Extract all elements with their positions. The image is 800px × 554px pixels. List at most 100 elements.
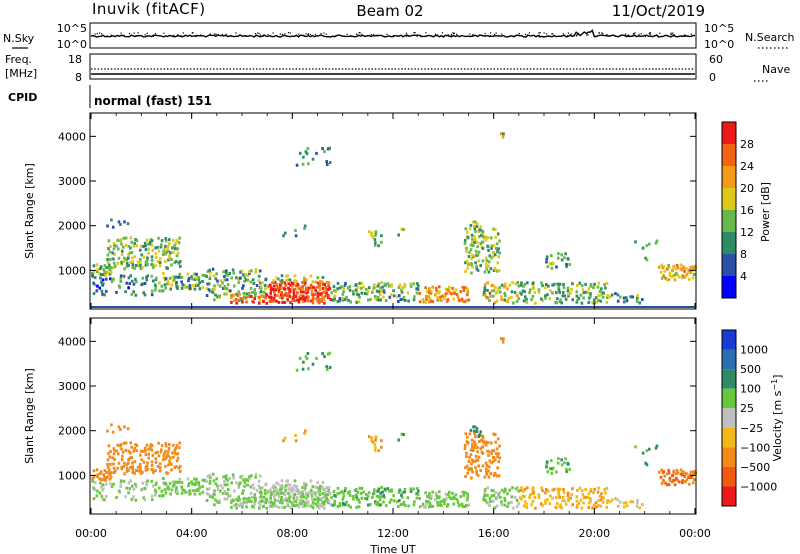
power-cell bbox=[316, 285, 319, 289]
power-cell bbox=[216, 279, 219, 283]
velocity-cell bbox=[488, 504, 491, 507]
velocity-cell bbox=[112, 466, 116, 470]
velocity-cell bbox=[164, 482, 168, 486]
velocity-cell bbox=[412, 503, 416, 507]
power-cell bbox=[171, 238, 175, 242]
velocity-cell bbox=[456, 500, 460, 504]
power-cell bbox=[226, 283, 230, 287]
velocity-cell bbox=[92, 486, 95, 490]
power-cell bbox=[299, 293, 302, 297]
velocity-cell bbox=[316, 504, 319, 508]
power-cell bbox=[448, 290, 451, 294]
velocity-cell bbox=[451, 491, 454, 495]
power-cell bbox=[133, 266, 136, 270]
power-cell bbox=[242, 295, 246, 299]
velocity-cell bbox=[343, 489, 347, 492]
nsearch-point bbox=[281, 33, 283, 36]
velocity-cell bbox=[208, 494, 212, 498]
velocity-cell bbox=[145, 464, 149, 468]
velocity-cell bbox=[175, 444, 179, 448]
nsearch-point bbox=[626, 35, 628, 37]
nave-tick-bottom: 0 bbox=[709, 71, 716, 84]
power-cell bbox=[691, 276, 695, 280]
power-cell bbox=[446, 298, 450, 302]
velocity-cell bbox=[95, 468, 99, 472]
power-cell bbox=[371, 235, 375, 239]
power-cell bbox=[305, 286, 308, 290]
power-cell bbox=[424, 286, 427, 290]
velocity-cell bbox=[467, 460, 471, 463]
power-cell bbox=[528, 291, 531, 295]
power-cell bbox=[360, 281, 364, 285]
velocity-cell bbox=[466, 435, 469, 439]
velocity-cell bbox=[304, 355, 308, 359]
nsearch-point bbox=[383, 35, 385, 37]
velocity-cell bbox=[223, 497, 226, 501]
power-colorbar-segment bbox=[722, 254, 736, 276]
velocity-cell bbox=[189, 492, 192, 496]
power-cell bbox=[101, 278, 105, 282]
velocity-cell bbox=[490, 461, 493, 465]
velocity-cell bbox=[398, 499, 401, 503]
nsearch-point bbox=[673, 34, 675, 36]
power-cell bbox=[398, 283, 402, 287]
power-cell bbox=[313, 293, 317, 296]
velocity-cell bbox=[109, 475, 113, 479]
velocity-cell bbox=[545, 460, 549, 464]
power-cell bbox=[170, 263, 173, 267]
velocity-cell bbox=[355, 505, 358, 509]
velocity-cell bbox=[380, 485, 383, 489]
power-cell bbox=[558, 290, 561, 294]
power-cell bbox=[523, 290, 526, 294]
velocity-cell bbox=[374, 501, 377, 505]
power-cell bbox=[486, 244, 489, 248]
velocity-cell bbox=[378, 498, 382, 502]
velocity-cell bbox=[520, 486, 523, 490]
power-cell bbox=[127, 244, 131, 248]
velocity-cell bbox=[224, 476, 228, 480]
power-cell bbox=[409, 282, 412, 286]
velocity-cell bbox=[428, 495, 432, 499]
power-cell bbox=[671, 268, 674, 272]
power-cell bbox=[160, 243, 163, 247]
power-cell bbox=[484, 293, 487, 297]
power-cell bbox=[482, 291, 486, 295]
velocity-cell bbox=[257, 484, 260, 488]
velocity-cell bbox=[601, 500, 605, 504]
power-cell bbox=[500, 283, 504, 287]
power-cell bbox=[666, 267, 669, 271]
velocity-cell bbox=[311, 485, 315, 489]
power-cell bbox=[314, 297, 318, 301]
velocity-cell bbox=[489, 499, 492, 503]
power-cell bbox=[180, 276, 184, 279]
nsearch-point bbox=[447, 34, 449, 36]
velocity-cell bbox=[581, 493, 585, 497]
power-cell bbox=[537, 291, 541, 295]
velocity-cell bbox=[407, 504, 410, 508]
power-cell bbox=[192, 284, 195, 288]
power-cell bbox=[490, 244, 494, 248]
power-cell bbox=[100, 289, 104, 293]
power-cell bbox=[483, 286, 487, 290]
velocity-cell bbox=[146, 467, 149, 471]
velocity-cell bbox=[293, 504, 297, 508]
nsearch-point bbox=[456, 33, 458, 35]
power-cell bbox=[195, 272, 198, 276]
power-cell bbox=[146, 274, 149, 278]
nsearch-point bbox=[414, 32, 416, 34]
velocity-cell bbox=[503, 503, 506, 507]
power-cell bbox=[476, 245, 479, 249]
power-cell bbox=[123, 220, 126, 224]
power-cell bbox=[279, 283, 282, 287]
power-cell bbox=[95, 289, 99, 293]
velocity-cell bbox=[436, 503, 440, 507]
power-cell bbox=[471, 244, 475, 247]
power-cell bbox=[330, 291, 333, 295]
power-cell bbox=[486, 296, 490, 300]
velocity-cell bbox=[166, 471, 169, 475]
power-cell bbox=[127, 253, 130, 256]
velocity-ytick-label: 3000 bbox=[58, 380, 86, 393]
power-cell bbox=[392, 294, 396, 298]
velocity-cell bbox=[466, 471, 469, 475]
